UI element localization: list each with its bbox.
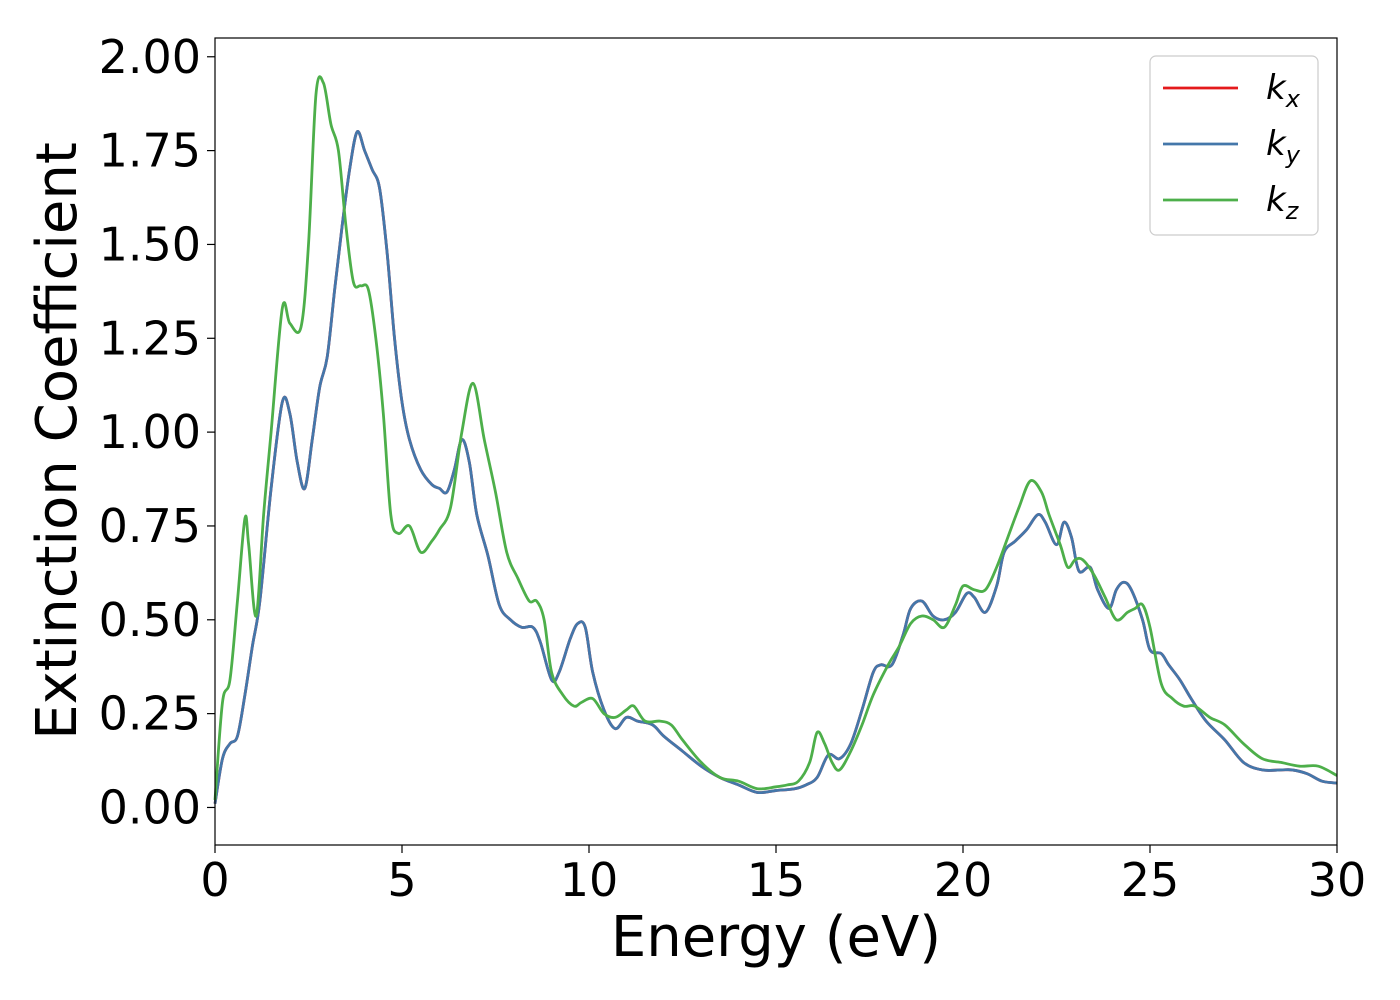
y-tick-label: 0.00 [99,780,201,834]
y-axis: 0.00 0.25 0.50 0.75 1.00 1.25 1.50 1.75 2.00 [99,30,215,834]
y-tick-label: 0.50 [99,593,201,647]
y-tick-label: 0.75 [99,499,201,553]
x-axis: 0 5 10 15 20 25 30 [200,845,1366,907]
x-tick-label: 25 [1121,853,1180,907]
series-line-z [213,75,1338,801]
legend: kx ky kz [1149,55,1319,236]
x-tick-label: 10 [560,853,619,907]
legend-label-y: ky [1266,124,1301,169]
y-tick-label: 2.00 [99,30,201,84]
x-axis-title: Energy (eV) [611,905,941,970]
y-tick-label: 1.00 [99,405,201,459]
legend-frame [1149,55,1319,236]
x-tick-label: 20 [934,853,993,907]
x-tick-label: 30 [1308,853,1367,907]
y-tick-label: 1.50 [99,217,201,271]
x-tick-label: 5 [387,853,416,907]
series-layer [213,75,1338,804]
y-axis-title: Extinction Coefficient [25,142,90,740]
legend-label-x: kx [1266,68,1301,113]
x-tick-label: 15 [747,853,806,907]
y-tick-label: 0.25 [99,687,201,741]
x-tick-label: 0 [200,853,229,907]
y-tick-label: 1.75 [99,124,201,178]
y-tick-label: 1.25 [99,311,201,365]
legend-label-z: kz [1266,180,1300,225]
